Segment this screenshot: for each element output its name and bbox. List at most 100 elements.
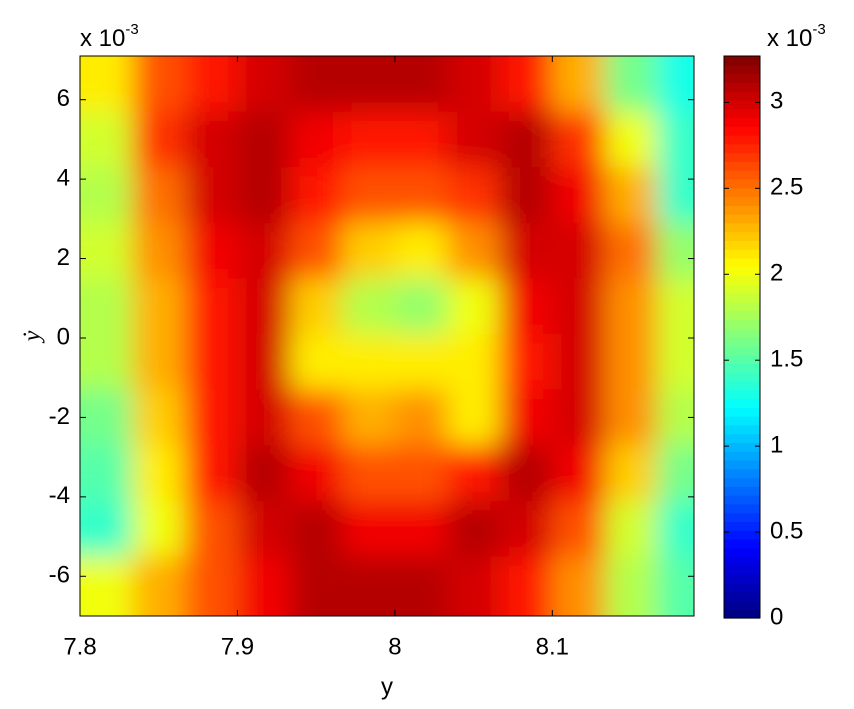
heatmap-cell — [80, 500, 134, 557]
colorbar-swatch — [724, 565, 760, 575]
colorbar-tick-label: 3 — [770, 88, 783, 115]
heatmap-cell — [184, 167, 238, 224]
heatmap-cell — [552, 500, 606, 557]
heatmap-cell — [80, 445, 134, 502]
colorbar-swatch — [724, 161, 760, 171]
colorbar-swatch — [724, 530, 760, 540]
colorbar-swatch — [724, 310, 760, 321]
heatmap-cell — [290, 222, 343, 279]
heatmap-cell — [605, 278, 658, 335]
heatmap-cell — [132, 500, 186, 557]
colorbar-swatch — [724, 547, 760, 558]
heatmap-cell — [184, 500, 238, 557]
plot-frame — [79, 55, 695, 617]
colorbar-swatch — [724, 275, 760, 285]
heatmap-cell — [237, 445, 291, 502]
heatmap-cell — [237, 334, 291, 391]
x-tick-label: 8.1 — [536, 633, 569, 660]
heatmap-cell — [605, 500, 658, 557]
heatmap-cell — [342, 167, 396, 224]
heatmap-cell — [290, 500, 343, 557]
heatmap-cell — [552, 278, 606, 335]
heatmap-cell — [237, 56, 291, 113]
heatmap-cell — [132, 445, 186, 502]
heatmap-cell — [184, 334, 238, 391]
colorbar-swatch — [724, 337, 760, 347]
colorbar-swatch — [724, 424, 760, 435]
heatmap-cell — [552, 167, 606, 224]
heatmap-cell — [447, 556, 501, 616]
heatmap-cell — [552, 222, 606, 279]
heatmap-cell — [290, 334, 343, 391]
heatmap-cell — [499, 222, 553, 279]
heatmap-cell — [132, 556, 186, 616]
heatmap-cell — [447, 334, 501, 391]
colorbar-swatch — [724, 143, 760, 154]
colorbar-swatch — [724, 574, 760, 584]
x-tick-label: 7.9 — [221, 633, 254, 660]
heatmap-cell — [132, 222, 186, 279]
colorbar-swatch — [724, 389, 760, 400]
colorbar-swatch — [724, 222, 760, 233]
heatmap-cell — [342, 222, 396, 279]
heatmap-cell — [132, 56, 186, 113]
heatmap-cell — [290, 278, 343, 335]
heatmap-cell — [552, 445, 606, 502]
colorbar-swatch — [724, 91, 760, 101]
colorbar-swatch — [724, 363, 760, 373]
colorbar-swatch — [724, 301, 760, 312]
colorbar-swatch — [724, 433, 760, 443]
colorbar-swatch — [724, 178, 760, 189]
colorbar-swatch — [724, 372, 760, 382]
heatmap-cell — [237, 556, 291, 616]
colorbar-swatch — [724, 117, 760, 127]
heatmap-cell — [290, 56, 343, 113]
colorbar-swatch — [724, 82, 760, 92]
heatmap-cell — [184, 445, 238, 502]
heatmap-cell — [237, 111, 291, 168]
heatmap-cell — [605, 56, 658, 113]
colorbar-tick-label: 1.5 — [770, 346, 803, 373]
colorbar-frame — [723, 55, 761, 619]
heatmap-cell — [394, 167, 449, 224]
heatmap-cell — [657, 111, 694, 168]
colorbar-tick-label: 1 — [770, 431, 783, 458]
heatmap-cell — [394, 389, 449, 446]
heatmap-cell — [237, 222, 291, 279]
y-tick-label: -2 — [49, 403, 70, 430]
heatmap-cell — [552, 334, 606, 391]
heatmap-cell — [499, 556, 553, 616]
colorbar-swatch — [724, 582, 760, 593]
heatmap-cell — [80, 278, 134, 335]
colorbar-swatch — [724, 266, 760, 277]
heatmap-cell — [447, 389, 501, 446]
colorbar-swatch — [724, 477, 760, 487]
colorbar-swatch — [724, 416, 760, 426]
heatmap-cell — [657, 167, 694, 224]
heatmap-cell — [657, 556, 694, 616]
heatmap-cell — [290, 167, 343, 224]
colorbar-swatch — [724, 328, 760, 338]
colorbar-swatch — [724, 99, 760, 110]
y-tick-label: -4 — [49, 482, 70, 509]
heatmap-cell — [499, 167, 553, 224]
colorbar-swatch — [724, 231, 760, 242]
colorbar-swatch — [724, 398, 760, 408]
y-tick-label: 2 — [57, 244, 70, 271]
heatmap-cell — [447, 222, 501, 279]
heatmap-cell — [394, 500, 449, 557]
heatmap-cell — [80, 167, 134, 224]
heatmap-cell — [290, 389, 343, 446]
heatmap-cell — [394, 111, 449, 168]
colorbar-multiplier: x 10-3 — [767, 21, 826, 52]
colorbar-swatch — [724, 521, 760, 531]
plot-area — [80, 56, 694, 616]
heatmap-cell — [447, 111, 501, 168]
heatmap-cell — [657, 500, 694, 557]
colorbar-tick-label: 0 — [770, 603, 783, 630]
colorbar-swatch — [724, 73, 760, 83]
colorbar-tick-label: 0.5 — [770, 517, 803, 544]
colorbar-swatch — [724, 591, 760, 602]
colorbar: 0 0.5 1 1.5 2 2.5 3 — [723, 55, 803, 630]
